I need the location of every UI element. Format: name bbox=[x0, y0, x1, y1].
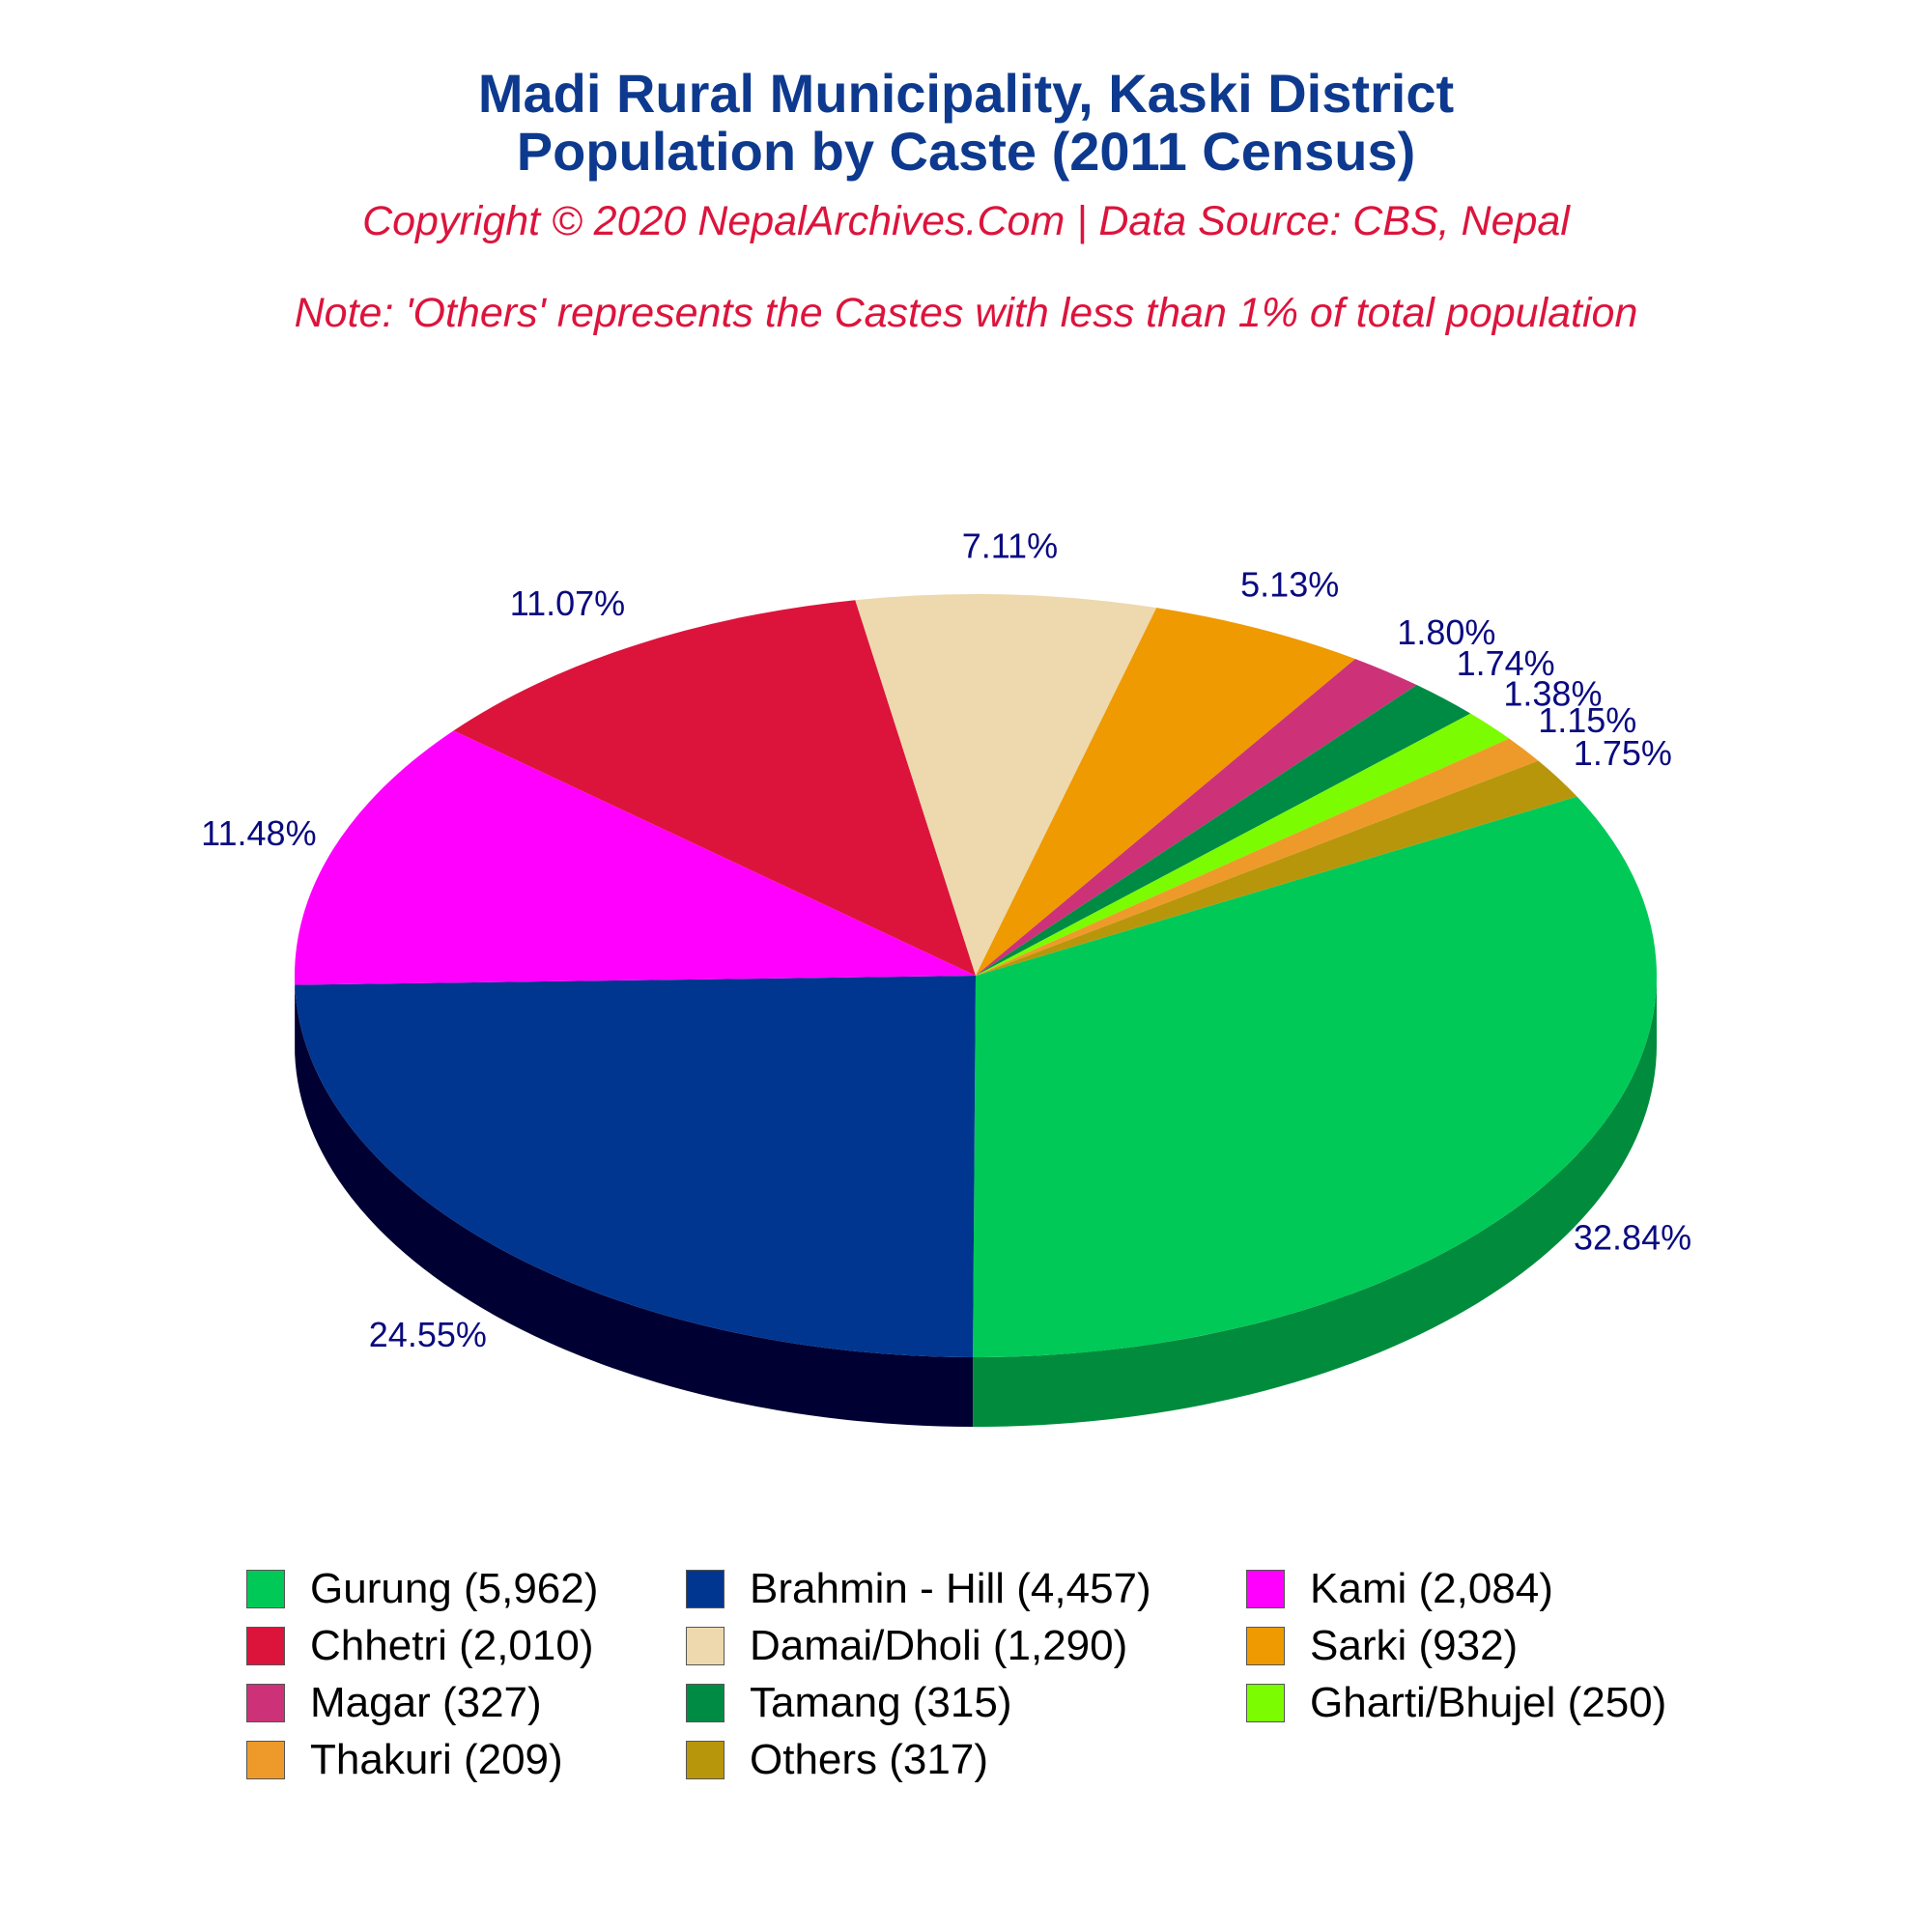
legend-item-gharti-bhujel: Gharti/Bhujel (250) bbox=[1246, 1679, 1666, 1727]
percent-label-gurung: 32.84% bbox=[1574, 1218, 1691, 1258]
legend-swatch bbox=[686, 1741, 724, 1779]
legend-label: Chhetri (2,010) bbox=[310, 1622, 594, 1669]
legend-swatch bbox=[246, 1741, 285, 1779]
legend-label: Tamang (315) bbox=[750, 1679, 1012, 1726]
percent-label-gharti-bhujel: 1.38% bbox=[1503, 674, 1602, 714]
legend-swatch bbox=[246, 1627, 285, 1665]
legend-item-gurung: Gurung (5,962) bbox=[246, 1565, 598, 1613]
legend-label: Brahmin - Hill (4,457) bbox=[750, 1565, 1151, 1612]
percent-label-tamang: 1.74% bbox=[1457, 643, 1555, 683]
legend-label: Sarki (932) bbox=[1310, 1622, 1519, 1669]
percent-label-chhetri: 11.07% bbox=[510, 583, 625, 623]
pie-side-brahmin-hill bbox=[295, 984, 974, 1427]
legend-label: Gharti/Bhujel (250) bbox=[1310, 1679, 1667, 1726]
pie-slice-sarki bbox=[976, 608, 1355, 976]
legend-item-others: Others (317) bbox=[686, 1736, 988, 1784]
percent-label-brahmin-hill: 24.55% bbox=[369, 1315, 487, 1354]
pie-slice-magar bbox=[976, 659, 1417, 976]
chart-title-line1: Madi Rural Municipality, Kaski District bbox=[477, 63, 1455, 124]
legend-item-thakuri: Thakuri (209) bbox=[246, 1736, 563, 1784]
pie-slice-kami bbox=[295, 730, 976, 985]
legend-item-tamang: Tamang (315) bbox=[686, 1679, 1011, 1727]
legend-label: Magar (327) bbox=[310, 1679, 542, 1726]
legend-item-chhetri: Chhetri (2,010) bbox=[246, 1622, 593, 1670]
pie-side-gurung bbox=[973, 976, 1657, 1427]
legend-label: Thakuri (209) bbox=[310, 1736, 563, 1783]
pie-slice-gharti-bhujel bbox=[976, 713, 1510, 976]
percent-label-kami: 11.48% bbox=[201, 813, 316, 853]
legend-swatch bbox=[1246, 1570, 1285, 1608]
legend-item-magar: Magar (327) bbox=[246, 1679, 542, 1727]
legend-swatch bbox=[246, 1684, 285, 1722]
legend-label: Damai/Dholi (1,290) bbox=[750, 1622, 1128, 1669]
legend-item-damai-dholi: Damai/Dholi (1,290) bbox=[686, 1622, 1127, 1670]
legend-item-brahmin-hill: Brahmin - Hill (4,457) bbox=[686, 1565, 1151, 1613]
percent-label-sarki: 5.13% bbox=[1240, 565, 1339, 605]
chart-title-line2: Population by Caste (2011 Census) bbox=[516, 121, 1416, 182]
note-text: Note: 'Others' represents the Castes wit… bbox=[294, 290, 1638, 336]
legend-label: Others (317) bbox=[750, 1736, 988, 1783]
pie-slice-damai-dholi bbox=[855, 593, 1157, 976]
pie-slice-brahmin-hill bbox=[295, 976, 977, 1357]
percent-label-magar: 1.80% bbox=[1397, 612, 1495, 652]
legend-swatch bbox=[686, 1627, 724, 1665]
legend-swatch bbox=[686, 1684, 724, 1722]
percent-label-damai-dholi: 7.11% bbox=[962, 526, 1058, 566]
legend-item-sarki: Sarki (932) bbox=[1246, 1622, 1518, 1670]
pie-slice-thakuri bbox=[976, 738, 1539, 976]
legend-swatch bbox=[1246, 1627, 1285, 1665]
pie-slice-tamang bbox=[976, 685, 1471, 976]
pie-chart: 32.84%24.55%11.48%11.07%7.11%5.13%1.80%1… bbox=[201, 526, 1691, 1427]
legend-label: Gurung (5,962) bbox=[310, 1565, 599, 1612]
legend-swatch bbox=[246, 1570, 285, 1608]
legend-item-kami: Kami (2,084) bbox=[1246, 1565, 1553, 1613]
percent-label-others: 1.75% bbox=[1574, 733, 1672, 773]
copyright-text: Copyright © 2020 NepalArchives.Com | Dat… bbox=[362, 198, 1570, 244]
pie-slice-chhetri bbox=[453, 600, 977, 976]
legend-label: Kami (2,084) bbox=[1310, 1565, 1553, 1612]
legend-swatch bbox=[1246, 1684, 1285, 1722]
percent-label-thakuri: 1.15% bbox=[1538, 700, 1636, 740]
pie-slice-gurung bbox=[973, 796, 1657, 1357]
pie-slice-others bbox=[976, 760, 1577, 976]
legend-swatch bbox=[686, 1570, 724, 1608]
